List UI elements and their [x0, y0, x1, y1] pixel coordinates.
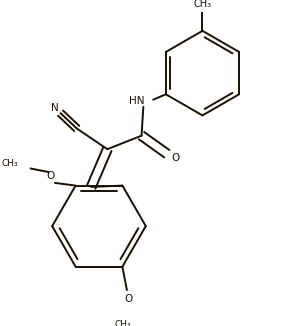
- Text: CH₃: CH₃: [1, 158, 18, 168]
- Text: O: O: [46, 171, 55, 181]
- Text: O: O: [171, 153, 180, 163]
- Text: HN: HN: [129, 96, 144, 107]
- Text: O: O: [125, 294, 133, 304]
- Text: N: N: [51, 103, 59, 113]
- Text: CH₃: CH₃: [114, 320, 131, 326]
- Text: CH₃: CH₃: [193, 0, 212, 9]
